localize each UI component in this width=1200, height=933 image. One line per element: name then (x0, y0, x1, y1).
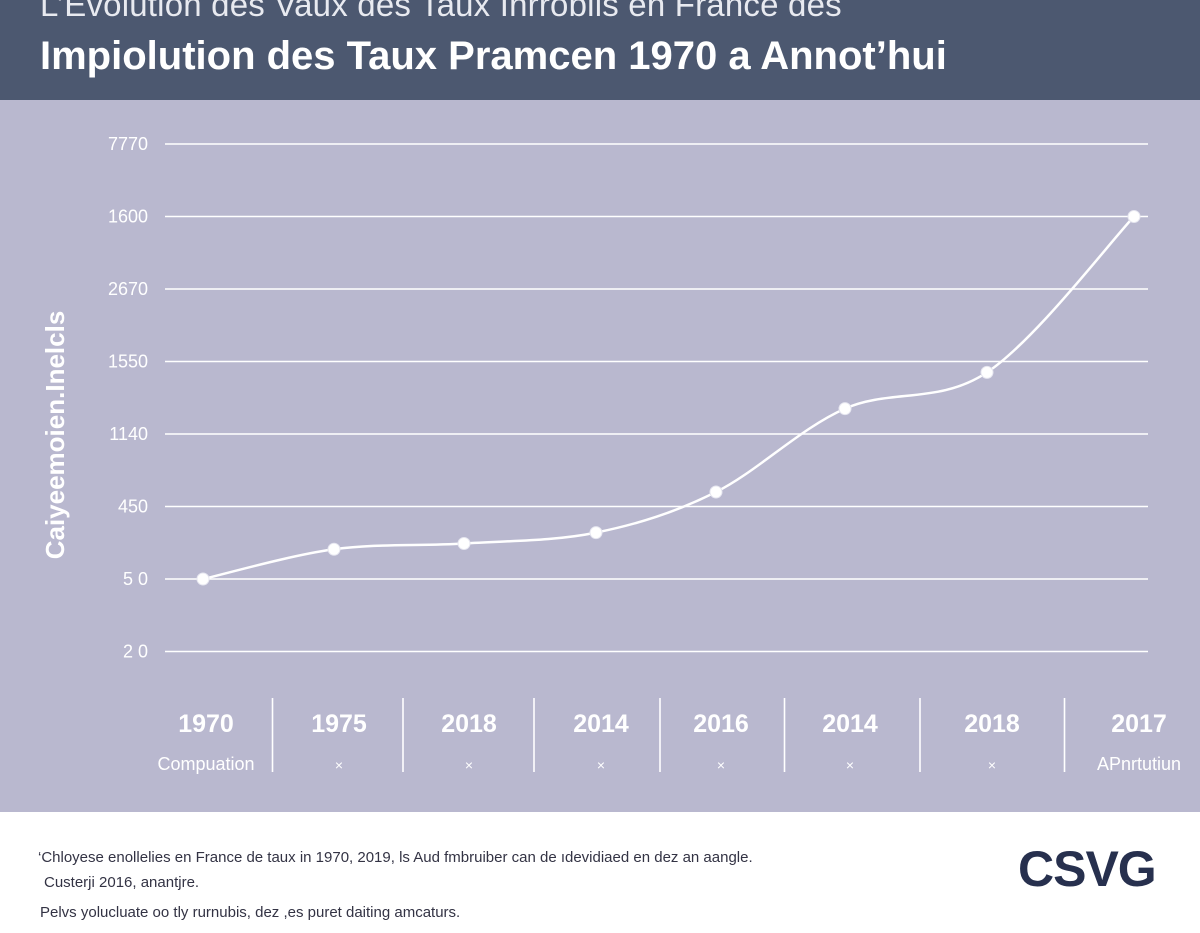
x-sublabel: × (597, 757, 605, 773)
series-line (202, 215, 1135, 581)
x-tick-label: 2016 (693, 710, 749, 738)
y-tick-label: 1550 (108, 352, 148, 372)
data-point (196, 572, 210, 586)
x-tick-label: 2017 (1111, 710, 1167, 738)
data-point (709, 485, 723, 499)
footer: ‘Chloyese enollelies en France de taux i… (0, 812, 1200, 933)
plot-background (0, 100, 1200, 812)
x-tick-label: 2018 (441, 710, 497, 738)
chart-title: Impiolution des Taux Pramcen 1970 a Anno… (40, 34, 947, 78)
footnote-line-3: Pelvs yolucluate oo tly rurnubis, dez ,e… (40, 904, 461, 921)
title-banner: L’Évolution des Vaux des Taux Inrroblis … (0, 0, 1200, 100)
brand-logo: CSVG (1018, 841, 1157, 897)
y-tick-label: 1600 (108, 207, 148, 227)
line-chart: 7770 1600 2670 1550 1140 450 5 0 2 0 Caiyeemoien… (40, 134, 1181, 774)
x-sublabel: × (988, 757, 996, 773)
x-sublabel: × (335, 757, 343, 773)
data-point (589, 526, 603, 540)
y-tick-label: 1140 (109, 424, 148, 444)
x-sublabel: × (846, 757, 854, 773)
data-point (838, 402, 852, 416)
x-sublabel: × (465, 757, 473, 773)
data-point (1127, 210, 1141, 223)
x-sublabel: APnrtutiun (1097, 754, 1181, 774)
x-tick-label: 2018 (964, 710, 1020, 738)
footnote-line-2: Custerji 2016, anantjre. (44, 874, 200, 891)
y-tick-label: 2 0 (123, 642, 148, 662)
y-axis-label: Caiyeemoien.Inelcls (40, 311, 70, 560)
x-sublabel: Compuation (157, 754, 254, 774)
data-point (327, 542, 341, 556)
x-sublabel: × (717, 757, 725, 773)
footnote-line-1: ‘Chloyese enollelies en France de taux i… (38, 849, 753, 866)
chart-supertitle: L’Évolution des Vaux des Taux Inrroblis … (40, 0, 842, 23)
data-point (980, 365, 994, 379)
y-tick-label: 7770 (108, 134, 148, 154)
y-tick-label: 2670 (108, 279, 148, 299)
y-tick-label: 5 0 (123, 569, 148, 589)
data-point (457, 536, 471, 550)
x-tick-label: 1970 (178, 710, 234, 738)
x-tick-label: 2014 (573, 710, 629, 738)
y-tick-label: 450 (118, 497, 148, 517)
x-tick-label: 2014 (822, 710, 878, 738)
x-tick-label: 1975 (311, 710, 367, 738)
